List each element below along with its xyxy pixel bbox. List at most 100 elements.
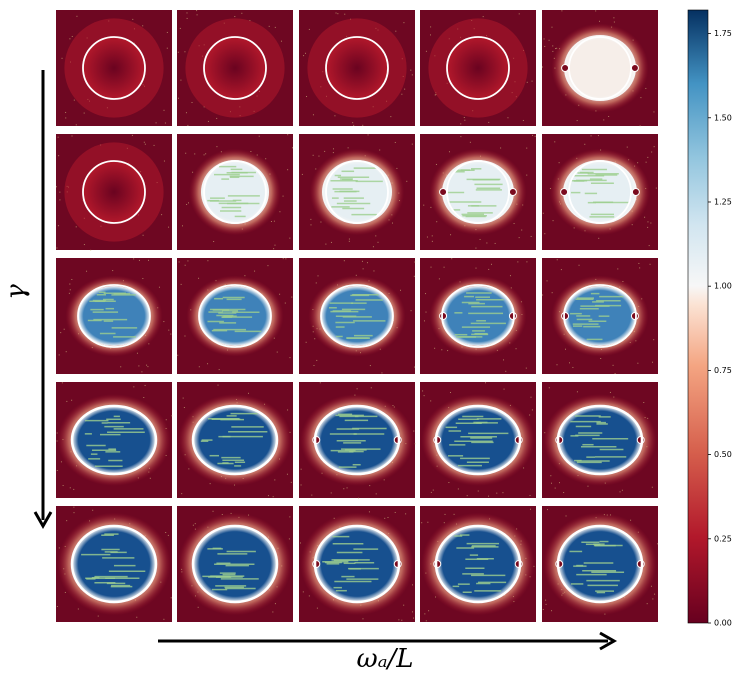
speckle bbox=[650, 585, 652, 587]
speckle bbox=[92, 509, 94, 511]
droplet bbox=[442, 286, 514, 346]
speckle bbox=[370, 387, 372, 389]
speckle bbox=[274, 26, 276, 28]
speckle bbox=[302, 591, 304, 593]
speckle bbox=[272, 496, 274, 498]
speckle bbox=[500, 147, 502, 149]
speckle bbox=[517, 261, 519, 263]
speckle bbox=[431, 235, 433, 237]
speckle bbox=[138, 259, 140, 261]
panel bbox=[420, 134, 536, 250]
speckle bbox=[414, 261, 416, 263]
speckle bbox=[279, 293, 281, 295]
speckle bbox=[361, 260, 363, 262]
speckle bbox=[270, 221, 272, 223]
panel bbox=[177, 10, 293, 126]
speckle bbox=[216, 117, 218, 119]
speckle bbox=[358, 497, 360, 499]
speckle bbox=[217, 384, 219, 386]
speckle bbox=[56, 432, 58, 434]
speckle bbox=[490, 263, 492, 265]
speckle bbox=[274, 479, 276, 481]
speckle bbox=[149, 477, 151, 479]
speckle bbox=[254, 270, 256, 272]
speckle bbox=[390, 116, 392, 118]
colorbar: 0.00 0.25 0.50 0.75 1.00 1.25 1.50 1.75 bbox=[687, 9, 732, 628]
speckle bbox=[532, 134, 534, 136]
speckle bbox=[552, 45, 554, 47]
speckle bbox=[561, 10, 563, 12]
panel bbox=[420, 258, 536, 374]
speckle bbox=[546, 280, 548, 282]
speckle bbox=[565, 348, 567, 350]
speckle bbox=[551, 610, 553, 612]
speckle bbox=[318, 155, 320, 157]
speckle bbox=[66, 400, 68, 402]
speckle bbox=[652, 598, 654, 600]
colorbar-tick-label: 1.75 bbox=[714, 29, 732, 38]
speckle bbox=[372, 246, 374, 248]
speckle bbox=[179, 27, 181, 29]
speckle bbox=[186, 17, 188, 19]
outline bbox=[203, 160, 267, 224]
outline bbox=[568, 160, 632, 224]
outline bbox=[563, 284, 637, 348]
speckle bbox=[57, 225, 59, 227]
speckle bbox=[155, 122, 157, 124]
speckle bbox=[522, 119, 524, 121]
speckle bbox=[161, 214, 163, 216]
speckle bbox=[545, 603, 547, 605]
speckle bbox=[649, 263, 651, 265]
speckle bbox=[289, 237, 291, 239]
panel bbox=[56, 10, 172, 126]
speckle bbox=[626, 146, 628, 148]
speckle bbox=[375, 235, 377, 237]
speckle bbox=[75, 124, 77, 126]
speckle bbox=[403, 22, 405, 24]
speckle bbox=[502, 492, 504, 494]
speckle bbox=[112, 270, 114, 272]
speckle bbox=[58, 354, 60, 356]
speckle bbox=[337, 13, 339, 15]
speckle bbox=[438, 278, 440, 280]
speckle bbox=[319, 382, 321, 384]
speckle bbox=[203, 154, 205, 156]
speckle bbox=[423, 320, 425, 322]
outline bbox=[556, 404, 644, 476]
speckle bbox=[308, 28, 310, 30]
speckle bbox=[212, 510, 214, 512]
speckle bbox=[197, 606, 199, 608]
speckle bbox=[488, 495, 490, 497]
speckle bbox=[287, 134, 289, 136]
speckle bbox=[430, 400, 432, 402]
speckle bbox=[643, 402, 645, 404]
speckle bbox=[332, 152, 334, 154]
speckle bbox=[413, 275, 415, 277]
speckle bbox=[56, 186, 58, 188]
speckle bbox=[282, 258, 284, 260]
speckle bbox=[526, 261, 528, 263]
speckle bbox=[367, 134, 369, 136]
speckle bbox=[187, 202, 189, 204]
speckle bbox=[441, 349, 443, 351]
outline bbox=[82, 160, 146, 224]
speckle bbox=[542, 66, 544, 68]
speckle bbox=[425, 293, 427, 295]
defect bbox=[630, 312, 639, 320]
speckle bbox=[300, 468, 302, 470]
speckle bbox=[425, 620, 427, 622]
speckle bbox=[185, 152, 187, 154]
panel bbox=[420, 506, 536, 622]
speckle bbox=[617, 268, 619, 270]
panel bbox=[299, 382, 416, 499]
speckle bbox=[486, 242, 488, 244]
speckle bbox=[316, 607, 318, 609]
speckle bbox=[653, 111, 655, 113]
speckle bbox=[75, 226, 77, 228]
outline bbox=[82, 36, 146, 100]
speckle bbox=[640, 97, 642, 99]
speckle bbox=[69, 289, 71, 291]
speckle bbox=[404, 88, 406, 90]
speckle bbox=[286, 473, 288, 475]
panel bbox=[542, 506, 659, 622]
